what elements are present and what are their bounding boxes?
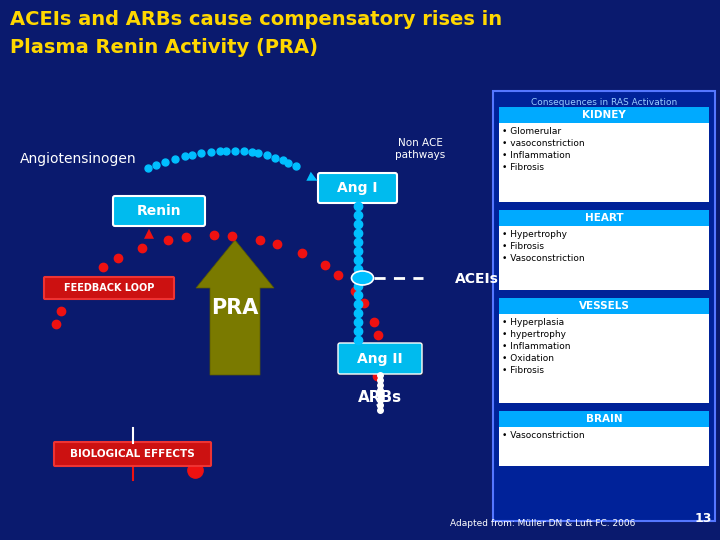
Text: PRA: PRA [211,298,258,318]
Text: VESSELS: VESSELS [579,301,629,311]
FancyArrow shape [196,240,274,375]
Text: ACEIs: ACEIs [455,272,499,286]
Text: • Fibrosis: • Fibrosis [502,366,544,375]
Text: • Inflammation: • Inflammation [502,342,570,351]
Text: • Hyperplasia: • Hyperplasia [502,318,564,327]
Bar [493,91,715,521]
Text: 13: 13 [695,512,712,525]
Bar [338,343,422,374]
Bar [499,210,709,226]
Text: • Vasoconstriction: • Vasoconstriction [502,431,585,440]
Bar [499,107,709,123]
Text: • Inflammation: • Inflammation [502,151,570,160]
FancyBboxPatch shape [113,196,205,226]
Text: • vasoconstriction: • vasoconstriction [502,139,585,148]
Text: Plasma Renin Activity (PRA): Plasma Renin Activity (PRA) [10,38,318,57]
Text: Ang II: Ang II [357,352,402,366]
Text: • hypertrophy: • hypertrophy [502,330,566,339]
Text: ACEIs and ARBs cause compensatory rises in: ACEIs and ARBs cause compensatory rises … [10,10,502,29]
Text: BIOLOGICAL EFFECTS: BIOLOGICAL EFFECTS [70,449,195,459]
Text: Renin: Renin [137,204,181,218]
Text: • Vasoconstriction: • Vasoconstriction [502,254,585,263]
Text: FEEDBACK LOOP: FEEDBACK LOOP [64,283,154,293]
Text: Ang I: Ang I [337,181,378,195]
Text: KIDNEY: KIDNEY [582,110,626,120]
Text: • Oxidation: • Oxidation [502,354,554,363]
Text: Consequences in RAS Activation: Consequences in RAS Activation [531,98,677,107]
FancyBboxPatch shape [318,173,397,203]
Ellipse shape [351,271,374,285]
Text: • Fibrosis: • Fibrosis [502,163,544,172]
FancyBboxPatch shape [54,442,211,466]
FancyBboxPatch shape [44,277,174,299]
Text: BRAIN: BRAIN [585,414,622,424]
Text: HEART: HEART [585,213,624,223]
Bar [499,226,709,290]
Text: ARBs: ARBs [358,390,402,405]
Text: • Glomerular: • Glomerular [502,127,561,136]
Bar [499,427,709,466]
Text: Adapted from: Müller DN & Luft FC. 2006: Adapted from: Müller DN & Luft FC. 2006 [450,519,635,528]
Text: • Fibrosis: • Fibrosis [502,242,544,251]
Text: Non ACE
pathways: Non ACE pathways [395,138,445,160]
Text: Angiotensinogen: Angiotensinogen [20,152,137,166]
Bar [499,123,709,202]
Text: • Hypertrophy: • Hypertrophy [502,230,567,239]
FancyBboxPatch shape [338,343,422,374]
Bar [499,411,709,427]
Bar [499,298,709,314]
Bar [499,314,709,403]
